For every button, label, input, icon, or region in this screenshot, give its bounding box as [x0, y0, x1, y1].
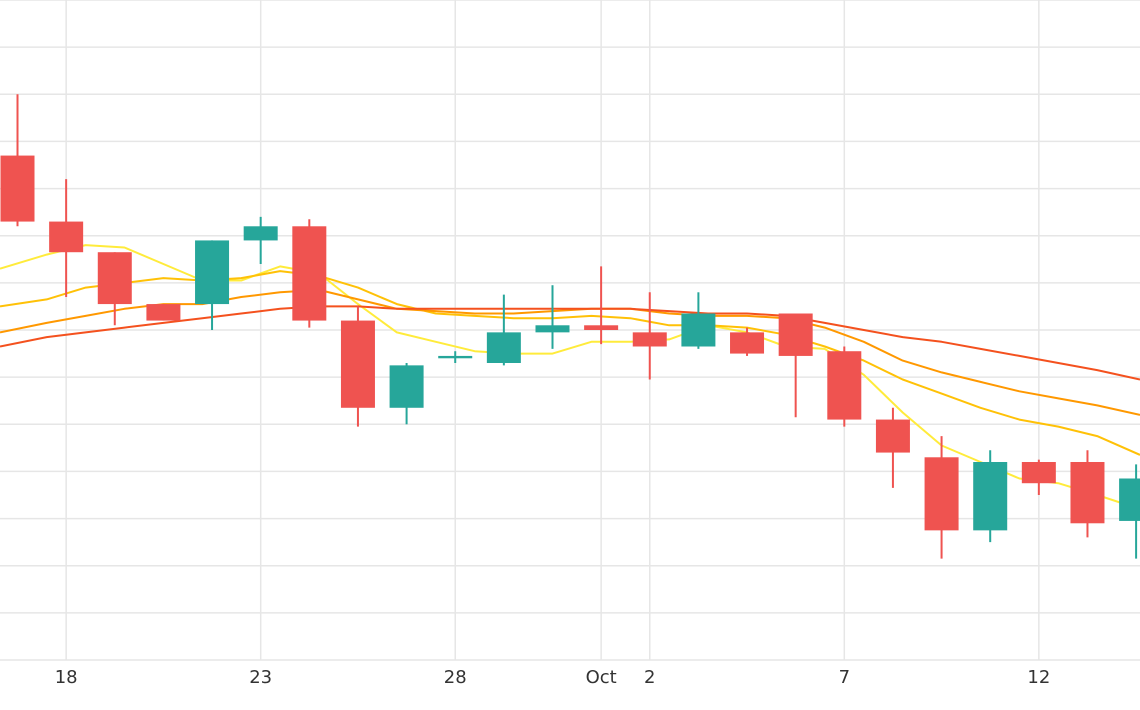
candle-body	[924, 457, 959, 531]
candle-body	[535, 325, 570, 333]
candle-body	[146, 304, 181, 321]
candle-body	[195, 240, 230, 305]
candle	[389, 363, 424, 425]
candle-body	[243, 226, 278, 241]
candle	[0, 94, 35, 227]
candle	[243, 216, 278, 264]
candle-body	[730, 332, 765, 354]
candles	[0, 94, 1140, 559]
candle	[535, 285, 570, 349]
ma-line-3	[0, 288, 1140, 416]
x-tick-label: 2	[644, 667, 655, 688]
x-tick-label: 12	[1027, 667, 1050, 688]
candle-body	[292, 226, 327, 321]
candle	[924, 436, 959, 559]
candle-body	[389, 365, 424, 408]
candle	[730, 327, 765, 356]
x-axis-ticks: 18 23 28 Oct 2 7 12	[55, 667, 1051, 688]
candle	[875, 407, 910, 488]
x-tick-label: Oct	[586, 667, 617, 688]
ma-line-2	[0, 270, 1140, 456]
x-tick-label: 18	[55, 667, 78, 688]
ma-line-4	[0, 305, 1140, 381]
x-tick-label: 7	[839, 667, 850, 688]
candle-body	[0, 155, 35, 222]
candle-body	[1070, 462, 1105, 524]
candle-body	[632, 332, 667, 347]
candle	[340, 306, 375, 427]
candle	[681, 292, 716, 349]
candle-body	[486, 332, 521, 363]
candle	[438, 351, 473, 363]
candle	[632, 292, 667, 380]
candle	[827, 346, 862, 427]
candle	[584, 266, 619, 345]
candle	[97, 252, 132, 326]
grid	[0, 0, 1140, 661]
candle-body	[681, 313, 716, 347]
candle	[486, 294, 521, 366]
candle-body	[1119, 478, 1140, 521]
candle	[973, 450, 1008, 543]
candle-body	[973, 462, 1008, 531]
candle-body	[49, 221, 84, 253]
candle-body	[340, 320, 375, 408]
x-tick-label: 23	[249, 667, 272, 688]
candle-body	[584, 325, 619, 330]
candle	[49, 179, 84, 297]
candle-body	[1021, 462, 1056, 484]
candle	[1070, 450, 1105, 538]
candle-body	[778, 313, 813, 356]
candle	[1119, 464, 1140, 559]
candle-body	[97, 252, 132, 305]
candle-body	[875, 419, 910, 453]
candle	[195, 240, 230, 330]
candle	[146, 304, 181, 321]
candle	[1021, 459, 1056, 495]
candle-body	[438, 355, 473, 359]
x-tick-label: 28	[444, 667, 467, 688]
candle	[292, 219, 327, 328]
candle	[778, 313, 813, 418]
candle-body	[827, 351, 862, 420]
